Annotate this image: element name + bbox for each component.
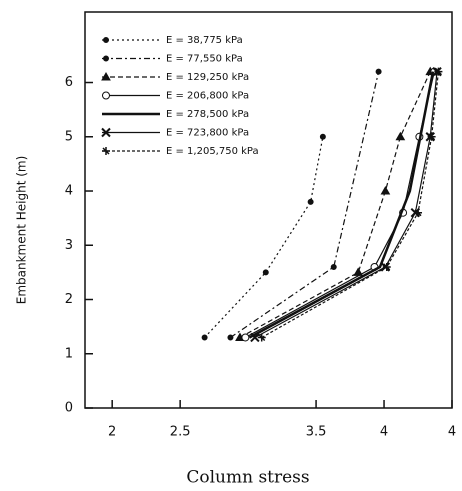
- marker: [102, 147, 110, 155]
- marker: [241, 333, 250, 342]
- x-tick-label: 2.5: [170, 425, 191, 440]
- y-tick-label: 6: [65, 75, 73, 90]
- legend-label: E = 723,800 kPa: [166, 128, 249, 139]
- marker: [101, 71, 111, 81]
- marker: [380, 186, 391, 195]
- plot-frame: [84, 11, 453, 409]
- marker: [375, 68, 382, 75]
- series-line: [254, 71, 438, 339]
- marker: [307, 198, 314, 205]
- legend-label: E = 206,800 kPa: [166, 91, 249, 102]
- marker: [103, 37, 109, 43]
- y-tick-label: 3: [65, 238, 73, 253]
- series-line: [204, 136, 324, 338]
- y-tick-label: 4: [65, 184, 73, 199]
- marker: [414, 208, 423, 217]
- marker: [103, 55, 109, 62]
- y-tick-label: 5: [65, 129, 73, 144]
- series-line: [248, 71, 435, 339]
- legend-label: E = 38,775 kPa: [166, 35, 243, 46]
- marker: [434, 67, 443, 76]
- legend-label: E = 1,205,750 kPa: [166, 146, 259, 157]
- marker: [319, 133, 326, 140]
- marker: [101, 127, 111, 138]
- marker: [330, 263, 337, 270]
- y-tick-label: 1: [65, 346, 73, 361]
- marker: [257, 333, 266, 342]
- y-axis-label: Embankment Height (m): [15, 156, 29, 305]
- marker: [382, 262, 391, 271]
- series-line: [239, 71, 431, 339]
- legend-label: E = 278,500 kPa: [166, 109, 249, 120]
- y-tick-label: 0: [65, 401, 73, 416]
- x-tick-label: 3.5: [306, 425, 327, 440]
- x-tick-label: 4: [380, 425, 388, 440]
- legend-label: E = 77,550 kPa: [166, 54, 243, 65]
- marker: [102, 91, 110, 100]
- marker: [250, 332, 260, 343]
- marker: [227, 334, 234, 341]
- x-tick-label: 2: [108, 425, 116, 440]
- series-line: [245, 71, 435, 339]
- marker: [201, 334, 208, 341]
- series-line: [230, 71, 380, 338]
- marker: [395, 131, 406, 141]
- x-tick-label: 4: [448, 425, 456, 440]
- marker: [262, 269, 269, 276]
- y-tick-label: 2: [65, 292, 73, 307]
- marker: [427, 132, 436, 141]
- x-axis-label: Column stress: [186, 468, 309, 488]
- legend-label: E = 129,250 kPa: [166, 72, 249, 83]
